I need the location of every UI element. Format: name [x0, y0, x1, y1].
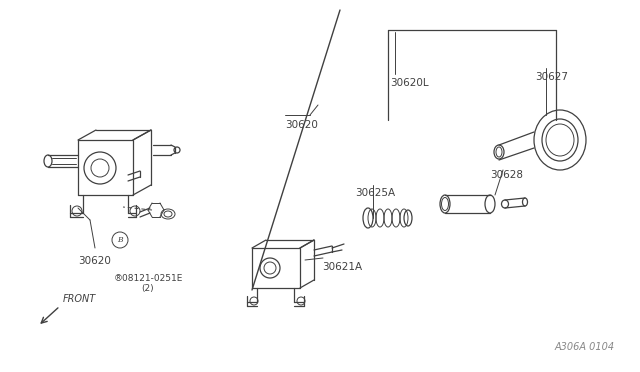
- Text: A306A 0104: A306A 0104: [555, 342, 615, 352]
- Text: ®08121-0251E
(2): ®08121-0251E (2): [113, 274, 182, 294]
- Text: 30620: 30620: [285, 120, 318, 130]
- Text: 30620L: 30620L: [390, 78, 429, 88]
- Text: 30620: 30620: [79, 256, 111, 266]
- Text: 30625A: 30625A: [355, 188, 395, 198]
- Text: 30621A: 30621A: [322, 262, 362, 272]
- Text: 30628: 30628: [490, 170, 523, 180]
- Text: 30627: 30627: [535, 72, 568, 82]
- Text: B: B: [117, 236, 123, 244]
- Text: FRONT: FRONT: [63, 294, 96, 304]
